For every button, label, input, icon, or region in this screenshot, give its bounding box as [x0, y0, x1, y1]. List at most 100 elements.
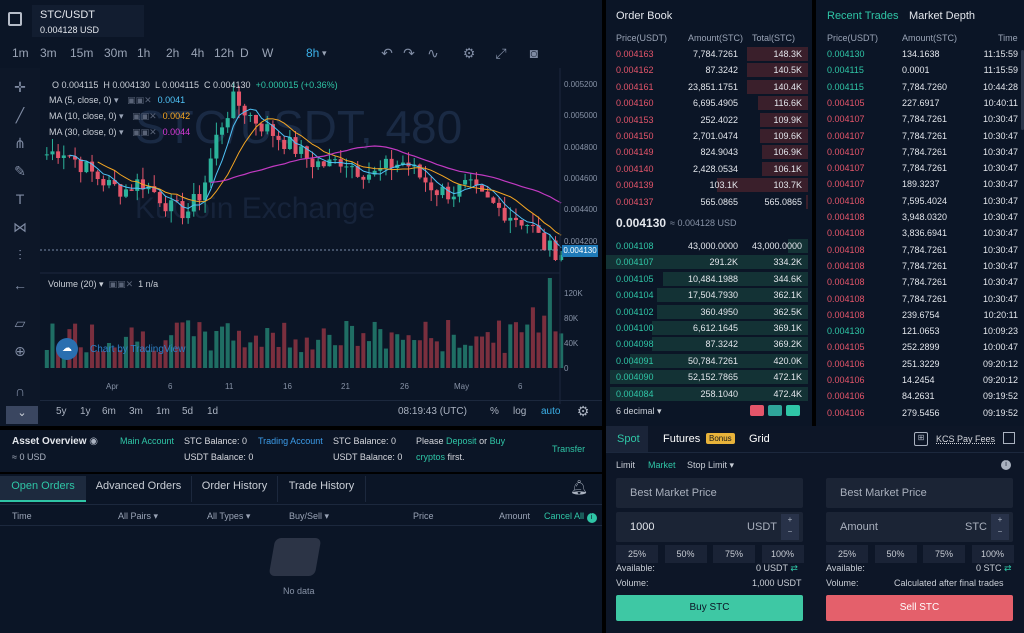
grid-menu-icon[interactable] — [8, 12, 22, 26]
deposit-link[interactable]: Deposit — [446, 436, 477, 446]
trading-account-link[interactable]: Trading Account — [258, 436, 323, 446]
orderbook-row[interactable]: 0.004161 23,851.1751 140.4K — [606, 79, 808, 95]
orderbook-row[interactable]: 0.004104 17,504.7930 362.1K — [606, 287, 808, 303]
orderbook-row[interactable]: 0.004108 43,000.0000 43,000.0000 — [606, 238, 808, 254]
buy-button[interactable]: Buy STC — [616, 595, 803, 621]
ruler-icon[interactable]: ▱ — [14, 315, 26, 331]
order-tab[interactable]: Open Orders — [0, 476, 86, 502]
kcs-checkbox[interactable] — [1003, 432, 1015, 444]
measure-tool-icon[interactable]: ⫶ — [18, 247, 22, 263]
indicator-row[interactable]: MA (5, close, 0) ▾ ▣▣✕ 0.0041 — [49, 95, 185, 106]
orderbook-row[interactable]: 0.004163 7,784.7261 148.3K — [606, 46, 808, 62]
range-3m[interactable]: 3m — [129, 406, 143, 417]
range-5y[interactable]: 5y — [56, 406, 67, 417]
sell-percent-button[interactable]: 50% — [874, 545, 917, 563]
timeframe-15m[interactable]: 15m — [70, 46, 94, 60]
fullscreen-icon[interactable]: ⤢ — [495, 45, 507, 61]
sell-transfer-icon[interactable]: ⇄ — [1004, 563, 1012, 573]
view-asks-icon[interactable] — [786, 405, 800, 416]
decimal-select[interactable]: 6 decimal ▾ — [616, 406, 662, 416]
col-side[interactable]: Buy/Sell ▾ — [289, 511, 330, 521]
buy-percent-button[interactable]: 50% — [664, 545, 707, 563]
orderbook-row[interactable]: 0.004105 10,484.1988 344.6K — [606, 271, 808, 287]
indicator-controls-icon[interactable]: ▣▣✕ — [132, 127, 157, 137]
crosshair-icon[interactable]: ✛ — [14, 79, 26, 95]
view-bids-icon[interactable] — [768, 405, 782, 416]
percent-toggle[interactable]: % — [490, 406, 499, 417]
trades-scrollbar[interactable] — [1021, 50, 1024, 130]
timeframe-4h[interactable]: 4h — [191, 46, 205, 60]
buy-amount-field[interactable]: 1000 USDT + − — [616, 512, 803, 542]
range-6m[interactable]: 6m — [102, 406, 116, 417]
range-5d[interactable]: 5d — [182, 406, 194, 417]
sell-percent-button[interactable]: 75% — [923, 545, 965, 563]
cancel-all-button[interactable]: Cancel All i — [544, 511, 597, 523]
info-icon[interactable]: i — [1001, 460, 1011, 470]
undo-icon[interactable]: ↶ — [381, 45, 393, 61]
range-1m[interactable]: 1m — [156, 406, 170, 417]
sell-price-field[interactable]: Best Market Price — [826, 478, 1013, 508]
orderbook-row[interactable]: 0.004091 50,784.7261 420.0K — [606, 353, 808, 369]
cryptos-link[interactable]: cryptos — [416, 452, 446, 462]
main-account-link[interactable]: Main Account — [120, 436, 175, 446]
type-stop-limit[interactable]: Stop Limit ▾ — [687, 460, 735, 470]
col-pairs[interactable]: All Pairs ▾ — [118, 511, 159, 521]
tab-grid[interactable]: Grid — [749, 433, 770, 445]
timeframe-D[interactable]: D — [240, 46, 249, 60]
timeframe-8h[interactable]: 8h — [306, 46, 320, 60]
indicator-row[interactable]: MA (10, close, 0) ▾ ▣▣✕ 0.0042 — [49, 111, 190, 122]
orderbook-row[interactable]: 0.004137 565.0865 565.0865 — [606, 194, 808, 210]
orderbook-row[interactable]: 0.004100 6,612.1645 369.1K — [606, 320, 808, 336]
back-arrow-icon[interactable]: ← — [13, 277, 27, 293]
pattern-icon[interactable]: ⋈ — [13, 219, 27, 235]
orderbook-row[interactable]: 0.004084 258.1040 472.4K — [606, 386, 808, 402]
auto-toggle[interactable]: auto — [541, 406, 561, 417]
indicators-icon[interactable]: ∿ — [427, 45, 439, 61]
orderbook-row[interactable]: 0.004150 2,701.0474 109.6K — [606, 128, 808, 144]
log-toggle[interactable]: log — [513, 406, 527, 417]
range-1y[interactable]: 1y — [80, 406, 91, 417]
fib-icon[interactable]: ⋔ — [14, 135, 26, 151]
eye-icon[interactable]: ◉ — [89, 436, 99, 447]
orderbook-row[interactable]: 0.004098 87.3242 369.2K — [606, 336, 808, 352]
zoom-icon[interactable]: ⊕ — [14, 343, 26, 359]
chevron-down-icon[interactable]: ▾ — [116, 127, 127, 137]
sell-percent-button[interactable]: 25% — [826, 545, 868, 563]
orderbook-row[interactable]: 0.004160 6,695.4905 116.6K — [606, 95, 808, 111]
order-tab[interactable]: Trade History — [278, 476, 366, 502]
orderbook-row[interactable]: 0.004090 52,152.7865 472.1K — [606, 369, 808, 385]
indicator-controls-icon[interactable]: ▣▣✕ — [127, 95, 152, 105]
chart-settings-icon[interactable]: ⚙ — [576, 403, 590, 419]
trendline-icon[interactable]: ╱ — [15, 107, 25, 123]
chevron-down-icon[interactable]: ▾ — [116, 111, 127, 121]
timeframe-1m[interactable]: 1m — [12, 46, 29, 60]
order-tab[interactable]: Order History — [192, 476, 278, 502]
buy-price-field[interactable]: Best Market Price — [616, 478, 803, 508]
tab-market-depth[interactable]: Market Depth — [909, 10, 976, 22]
settings-icon[interactable]: ⚙ — [462, 45, 476, 61]
view-both-icon[interactable] — [750, 405, 764, 416]
magnet-icon[interactable]: ∩ — [14, 383, 26, 399]
tab-futures[interactable]: Futures — [663, 433, 701, 445]
text-icon[interactable]: T — [15, 191, 25, 207]
tab-spot[interactable]: Spot — [617, 433, 640, 445]
orderbook-row[interactable]: 0.004162 87.3242 140.5K — [606, 62, 808, 78]
tradingview-badge[interactable]: ☁ Chart by TradingView — [56, 338, 206, 360]
timeframe-1h[interactable]: 1h — [137, 46, 151, 60]
price-chart[interactable]: STC/USDT, 480 KuCoin Exchange — [40, 68, 602, 404]
transfer-link[interactable]: Transfer — [552, 444, 586, 454]
order-tab[interactable]: Advanced Orders — [86, 476, 192, 502]
orderbook-row[interactable]: 0.004107 291.2K 334.2K — [606, 254, 808, 270]
timeframe-dropdown-icon[interactable]: ▾ — [322, 48, 327, 58]
redo-icon[interactable]: ↷ — [403, 45, 415, 61]
camera-icon[interactable]: ◙ — [529, 45, 539, 61]
timeframe-3m[interactable]: 3m — [40, 46, 57, 60]
sell-amount-field[interactable]: Amount STC + − — [826, 512, 1013, 542]
buy-link[interactable]: Buy — [489, 436, 506, 446]
orderbook-row[interactable]: 0.004149 824.9043 106.9K — [606, 144, 808, 160]
type-market[interactable]: Market — [648, 460, 676, 470]
sell-percent-button[interactable]: 100% — [971, 545, 1014, 563]
tab-recent-trades[interactable]: Recent Trades — [827, 10, 899, 22]
orderbook-row[interactable]: 0.004102 360.4950 362.5K — [606, 304, 808, 320]
indicator-row[interactable]: MA (30, close, 0) ▾ ▣▣✕ 0.0044 — [49, 127, 190, 138]
